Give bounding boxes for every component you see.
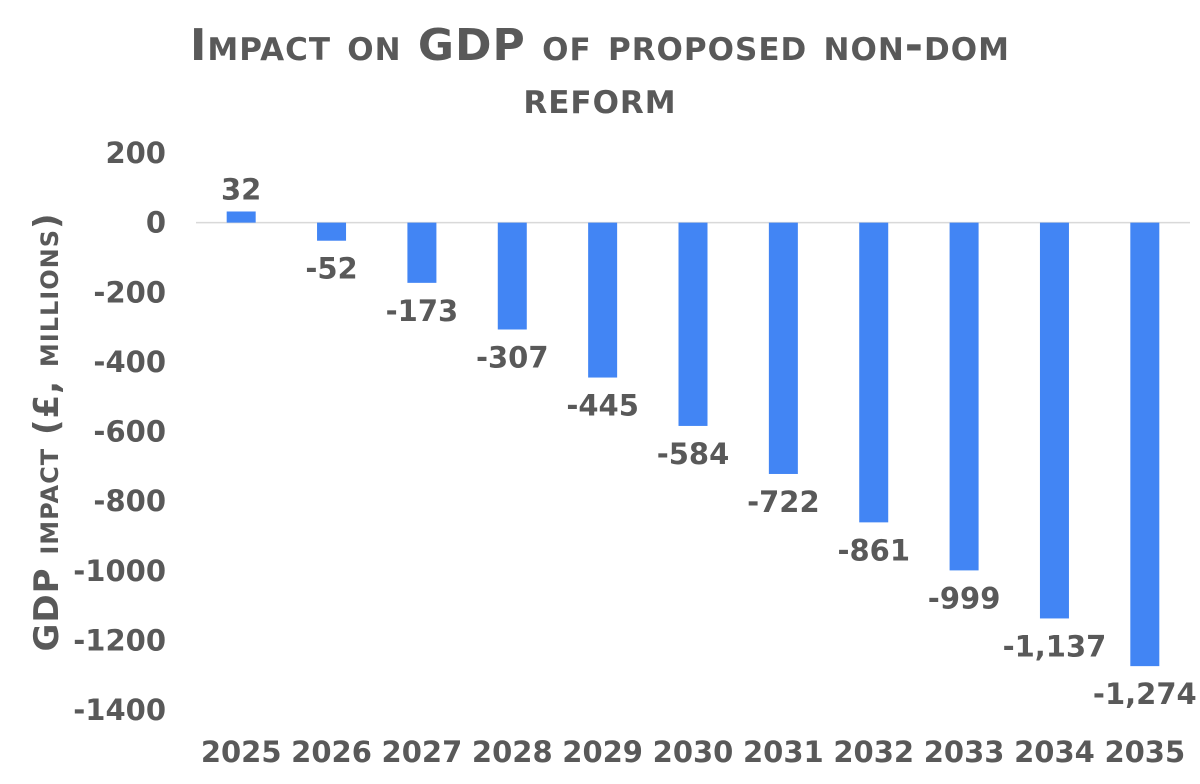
- bar-2034: [1039, 222, 1069, 619]
- y-tick-label: 0: [146, 206, 166, 240]
- x-tick-label: 2025: [201, 735, 282, 769]
- bar-2027: [407, 222, 437, 283]
- data-label-2025: 32: [221, 172, 261, 206]
- data-label-2028: -307: [476, 340, 549, 374]
- y-tick-label: -1000: [73, 554, 166, 588]
- bar-2028: [497, 222, 527, 330]
- y-tick-label: -200: [93, 275, 166, 309]
- bar-2030: [678, 222, 708, 426]
- x-tick-label: 2028: [472, 735, 553, 769]
- data-label-2027: -173: [386, 294, 459, 328]
- x-axis-ticks: 2025 2026 2027 2028 2029 2030 2031 2032 2033 2034…: [201, 735, 1185, 769]
- chart-title-line-1: Impact on GDP of proposed non-dom: [190, 20, 1010, 71]
- bar-2029: [588, 222, 618, 378]
- x-tick-label: 2029: [562, 735, 643, 769]
- y-axis-label: GDP impact (£, millions): [27, 212, 67, 651]
- bar-series: [226, 211, 1160, 667]
- y-tick-label: -800: [93, 484, 166, 518]
- data-labels: 32 -52 -173 -307 -445 -584 -722 -861 -999-1,137 -…: [221, 172, 1197, 711]
- x-tick-label: 2035: [1104, 735, 1185, 769]
- x-tick-label: 2027: [382, 735, 463, 769]
- bar-2026: [317, 222, 347, 241]
- y-axis-ticks: 200 0 -200 -400 -600 -800 -1000 -1200 -1400: [73, 136, 166, 727]
- chart-title-line-2: reform: [523, 73, 676, 124]
- data-label-2033: -999: [928, 581, 1001, 615]
- x-tick-label: 2031: [743, 735, 824, 769]
- x-tick-label: 2032: [833, 735, 914, 769]
- data-label-2030: -584: [657, 437, 730, 471]
- y-tick-label: -1400: [73, 693, 166, 727]
- data-label-2034: -1,137: [1003, 629, 1107, 663]
- y-tick-label: 200: [105, 136, 166, 170]
- y-tick-label: -400: [93, 345, 166, 379]
- x-tick-label: 2033: [924, 735, 1005, 769]
- data-label-2026: -52: [305, 252, 357, 286]
- x-tick-label: 2026: [291, 735, 372, 769]
- bar-2031: [768, 222, 798, 474]
- data-label-2032: -861: [837, 533, 910, 567]
- bar-2032: [859, 222, 889, 523]
- data-label-2031: -722: [747, 485, 820, 519]
- y-tick-label: -1200: [73, 623, 166, 657]
- data-label-2035: -1,274: [1093, 677, 1197, 711]
- data-label-2029: -445: [566, 389, 639, 423]
- x-tick-label: 2030: [653, 735, 734, 769]
- y-tick-label: -600: [93, 415, 166, 449]
- x-tick-label: 2034: [1014, 735, 1095, 769]
- bar-2033: [949, 222, 979, 571]
- bar-2035: [1130, 222, 1160, 667]
- bar-2025: [226, 211, 256, 223]
